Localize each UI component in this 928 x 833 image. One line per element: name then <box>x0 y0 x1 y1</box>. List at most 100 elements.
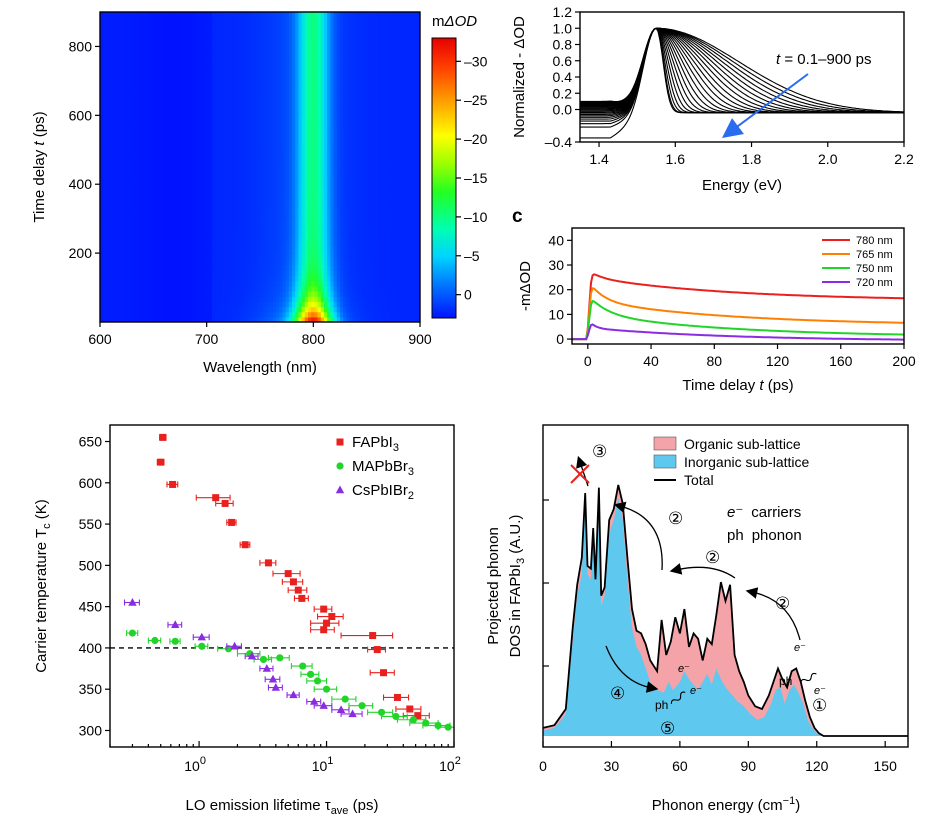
heatmap-cell <box>148 115 152 122</box>
heatmap-cell <box>122 136 127 142</box>
heatmap-cell <box>282 48 287 54</box>
heatmap-cell <box>202 99 207 106</box>
heatmap-cell <box>100 63 104 70</box>
heatmap-cell <box>173 229 178 235</box>
heatmap-cell <box>272 316 277 322</box>
heatmap-cell <box>292 234 296 240</box>
heatmap-cell <box>269 125 274 132</box>
heatmap-cell <box>359 301 363 308</box>
heatmap-cell <box>250 291 255 297</box>
heatmap-cell <box>205 136 210 142</box>
heatmap-cell <box>276 53 280 60</box>
heatmap-cell <box>295 234 299 240</box>
heatmap-cell <box>260 151 264 158</box>
heatmap-cell <box>279 53 283 60</box>
heatmap-cell <box>154 275 159 282</box>
heatmap-cell <box>237 316 242 322</box>
heatmap-cell <box>282 249 287 256</box>
heatmap-cell <box>276 291 280 297</box>
heatmap-cell <box>160 58 165 65</box>
heatmap-cell <box>327 182 331 189</box>
heatmap-cell <box>144 22 149 29</box>
heatmap-cell <box>352 218 357 225</box>
heatmap-cell <box>292 306 296 313</box>
heatmap-cell <box>359 12 363 18</box>
heatmap-cell <box>173 275 178 282</box>
heatmap-cell <box>362 260 367 266</box>
heatmap-cell <box>144 172 149 178</box>
heatmap-cell <box>359 17 363 23</box>
heatmap-cell <box>119 270 123 277</box>
heatmap-cell <box>333 213 338 220</box>
heatmap-cell <box>336 260 341 266</box>
heatmap-cell <box>365 265 370 271</box>
heatmap-cell <box>208 223 213 230</box>
heatmap-cell <box>215 177 219 184</box>
heatmap-cell <box>311 316 315 322</box>
heatmap-cell <box>285 89 290 96</box>
heatmap-cell <box>135 105 139 111</box>
heatmap-cell <box>199 53 203 60</box>
heatmap-cell <box>234 192 239 199</box>
heatmap-cell <box>240 218 245 225</box>
heatmap-cell <box>269 22 274 29</box>
heatmap-cell <box>186 125 191 132</box>
heatmap-cell <box>205 265 210 271</box>
heatmap-cell <box>295 89 299 96</box>
heatmap-cell <box>365 260 370 266</box>
heatmap-cell <box>106 99 111 106</box>
heatmap-cell <box>132 12 136 18</box>
heatmap-cell <box>349 311 354 318</box>
heatmap-cell <box>247 89 251 96</box>
heatmap-cell <box>298 79 303 85</box>
heatmap-cell <box>244 27 248 34</box>
heatmap-cell <box>176 32 181 39</box>
heatmap-cell <box>292 105 296 111</box>
heatmap-cell <box>224 291 229 297</box>
heatmap-cell <box>234 74 239 80</box>
heatmap-cell <box>237 99 242 106</box>
heatmap-cell <box>356 84 360 91</box>
heatmap-cell <box>317 234 322 240</box>
heatmap-cell <box>330 296 335 302</box>
heatmap-cell <box>250 229 255 235</box>
heatmap-cell <box>135 53 139 60</box>
heatmap-cell <box>224 74 229 80</box>
heatmap-cell <box>311 254 315 261</box>
heatmap-cell <box>317 130 322 137</box>
heatmap-cell <box>176 316 181 322</box>
heatmap-cell <box>263 58 267 65</box>
heatmap-cell <box>100 53 104 60</box>
heatmap-cell <box>109 275 114 282</box>
heatmap-cell <box>125 301 130 308</box>
heatmap-cell <box>180 172 184 178</box>
heatmap-cell <box>295 265 299 271</box>
heatmap-cell <box>263 17 267 23</box>
heatmap-cell <box>112 141 117 147</box>
heatmap-cell <box>128 172 133 178</box>
heatmap-cell <box>279 311 283 318</box>
heatmap-cell <box>202 213 207 220</box>
heatmap-cell <box>151 141 155 147</box>
heatmap-cell <box>333 316 338 322</box>
heatmap-cell <box>295 99 299 106</box>
heatmap-cell <box>279 192 283 199</box>
heatmap-cell <box>186 177 191 184</box>
heatmap-cell <box>125 187 130 194</box>
heatmap-cell <box>346 223 351 230</box>
heatmap-cell <box>208 234 213 240</box>
heatmap-cell <box>164 270 168 277</box>
heatmap-cell <box>199 265 203 271</box>
heatmap-cell <box>116 306 120 313</box>
heatmap-cell <box>109 177 114 184</box>
heatmap-cell <box>240 311 245 318</box>
heatmap-cell <box>160 110 165 116</box>
heatmap-cell <box>205 311 210 318</box>
heatmap-cell <box>285 99 290 106</box>
heatmap-cell <box>276 68 280 75</box>
heatmap-cell <box>199 68 203 75</box>
heatmap-cell <box>180 110 184 116</box>
heatmap-cell <box>346 151 351 158</box>
heatmap-cell <box>167 213 171 220</box>
heatmap-cell <box>349 208 354 215</box>
